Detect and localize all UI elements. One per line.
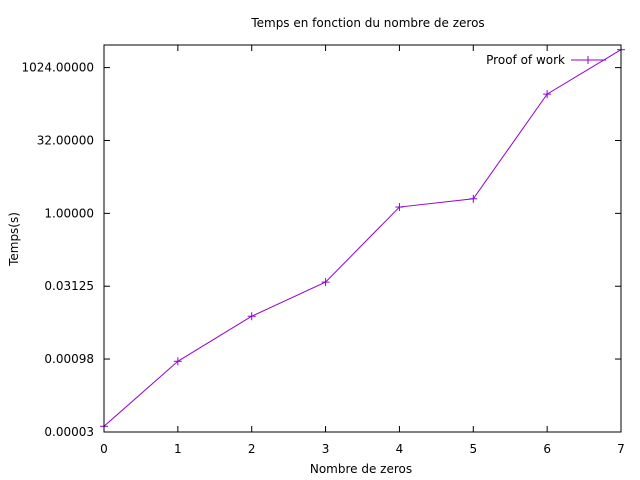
data-point [543,90,552,99]
data-point [469,194,478,203]
y-tick-label: 0.03125 [44,279,94,293]
axis-ticks: 0 1 2 3 4 5 6 7 0.00003 0.00098 0.03125 1.00000 32.0… [21,45,625,456]
data-point [321,278,330,287]
x-tick-label: 7 [617,442,625,456]
x-tick-label: 5 [469,442,477,456]
legend: Proof of work [486,53,606,67]
plot-frame [103,44,622,433]
y-tick-label: 32.00000 [37,133,94,147]
x-tick-label: 0 [100,442,108,456]
legend-label: Proof of work [486,53,565,67]
y-tick-label: 1024.00000 [21,61,94,75]
chart-title: Temps en fonction du nombre de zeros [250,16,484,30]
y-tick-label: 0.00003 [44,425,94,439]
x-tick-label: 1 [174,442,182,456]
legend-key [571,56,606,64]
legend-marker [584,56,592,64]
y-axis-label: Temps(s) [7,212,21,267]
data-point [247,312,256,321]
series-layer [100,45,625,431]
data-point [395,203,404,212]
x-tick-label: 6 [543,442,551,456]
x-tick-label: 3 [322,442,330,456]
x-tick-label: 4 [396,442,404,456]
data-point [173,357,182,366]
x-axis-label: Nombre de zeros [310,462,412,476]
y-tick-label: 1.00000 [44,206,94,220]
series-line [103,49,622,427]
x-tick-label: 2 [248,442,256,456]
y-tick-label: 0.00098 [44,352,94,366]
